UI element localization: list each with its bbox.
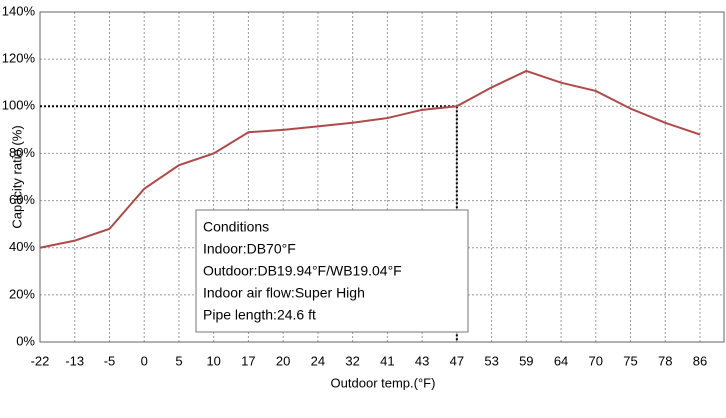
x-tick-label: 41 [380,353,394,368]
x-tick-label: 10 [206,353,220,368]
x-tick-label: 24 [311,353,325,368]
conditions-text: Indoor:DB70°F [203,241,296,257]
conditions-box [195,209,469,333]
y-tick-label: 120% [2,51,36,66]
x-tick-label: -5 [104,353,116,368]
x-tick-label: 53 [484,353,498,368]
x-tick-label: 70 [589,353,603,368]
y-tick-label: 0% [16,333,35,348]
x-tick-label: 0 [141,353,148,368]
conditions-text: Conditions [203,219,269,235]
y-tick-label: 80% [9,145,35,160]
x-tick-label: 20 [276,353,290,368]
plot-frame [39,11,725,343]
conditions-text: Pipe length:24.6 ft [203,307,316,323]
x-tick-label: 43 [415,353,429,368]
y-tick-label: 60% [9,192,35,207]
x-tick-label: 78 [658,353,672,368]
y-tick-label: 100% [2,98,36,113]
x-tick-label: 47 [450,353,464,368]
data-line [39,69,701,249]
x-tick-label: -13 [65,353,84,368]
x-tick-label: 59 [519,353,533,368]
y-tick-label: 140% [2,3,36,18]
x-axis-label: Outdoor temp.(°F) [331,375,436,390]
conditions-text: Outdoor:DB19.94°F/WB19.04°F [203,263,402,279]
y-tick-label: 40% [9,239,35,254]
y-axis-label: Capacity ratio (%) [9,125,24,228]
conditions-text: Indoor air flow:Super High [203,285,365,301]
x-tick-label: -22 [31,353,50,368]
x-tick-label: 86 [693,353,707,368]
x-tick-label: 64 [554,353,568,368]
x-tick-label: 5 [175,353,182,368]
x-tick-label: 75 [623,353,637,368]
x-tick-label: 32 [345,353,359,368]
y-tick-label: 20% [9,286,35,301]
x-tick-label: 17 [241,353,255,368]
